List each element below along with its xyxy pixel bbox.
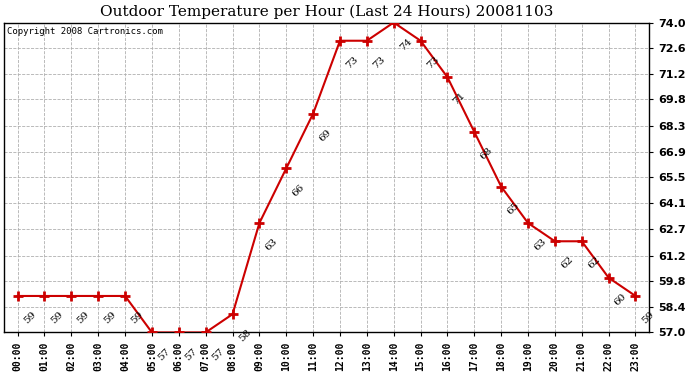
Text: 68: 68 (478, 146, 494, 162)
Text: 69: 69 (317, 128, 333, 143)
Title: Outdoor Temperature per Hour (Last 24 Hours) 20081103: Outdoor Temperature per Hour (Last 24 Ho… (100, 4, 553, 18)
Text: 62: 62 (586, 255, 602, 271)
Text: 57: 57 (183, 346, 199, 362)
Text: 63: 63 (264, 237, 279, 253)
Text: 58: 58 (237, 328, 253, 344)
Text: 59: 59 (48, 310, 64, 326)
Text: 71: 71 (452, 91, 467, 107)
Text: 59: 59 (75, 310, 91, 326)
Text: Copyright 2008 Cartronics.com: Copyright 2008 Cartronics.com (8, 27, 164, 36)
Text: 57: 57 (210, 346, 226, 362)
Text: 65: 65 (505, 201, 521, 216)
Text: 59: 59 (129, 310, 145, 326)
Text: 60: 60 (613, 292, 629, 308)
Text: 73: 73 (344, 55, 360, 70)
Text: 62: 62 (559, 255, 575, 271)
Text: 59: 59 (640, 310, 655, 326)
Text: 59: 59 (102, 310, 118, 326)
Text: 73: 73 (371, 55, 387, 70)
Text: 73: 73 (425, 55, 440, 70)
Text: 74: 74 (398, 36, 413, 52)
Text: 63: 63 (532, 237, 548, 253)
Text: 57: 57 (156, 346, 172, 362)
Text: 66: 66 (290, 182, 306, 198)
Text: 59: 59 (22, 310, 37, 326)
